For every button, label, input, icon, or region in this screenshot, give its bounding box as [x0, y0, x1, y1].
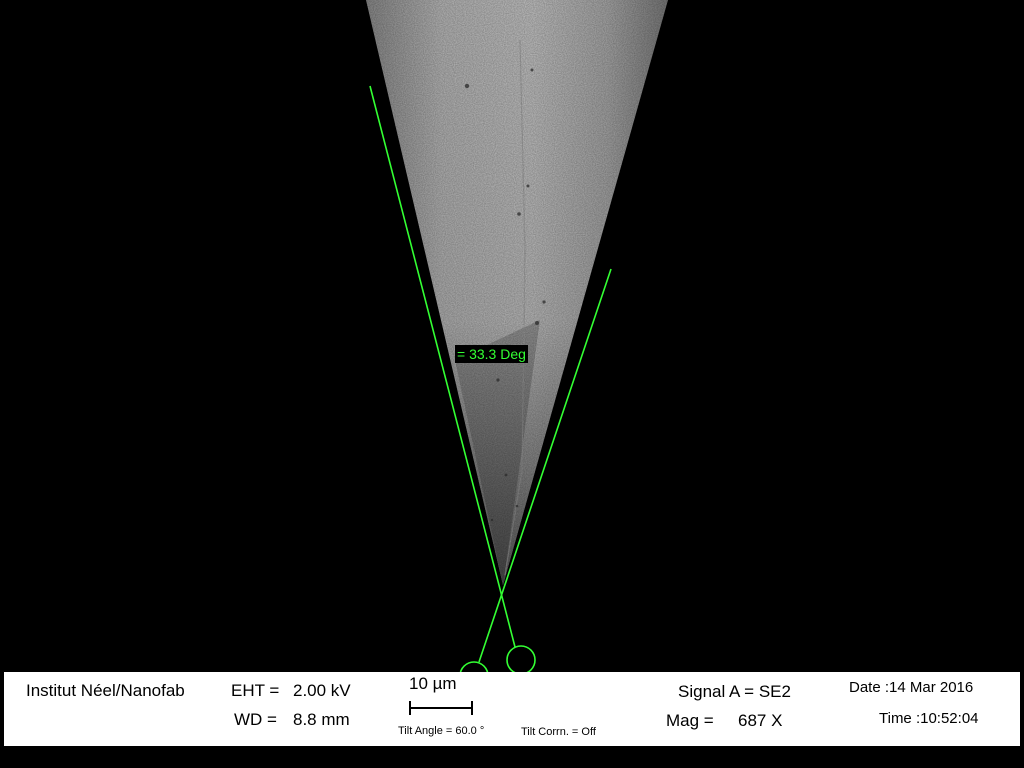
- scale-bar-label: 10 µm: [409, 674, 457, 693]
- angle-measurement-label: = 33.3 Deg: [455, 345, 528, 363]
- scale-bar: [409, 701, 473, 715]
- date-label: Date :14 Mar 2016: [849, 679, 974, 696]
- sem-micrograph: [366, 0, 668, 585]
- sem-info-bar: Institut Néel/Nanofab EHT = 2.00 kV WD =…: [4, 672, 1020, 746]
- institute-label: Institut Néel/Nanofab: [26, 681, 185, 700]
- magnification-value: 687 X: [738, 711, 783, 730]
- eht-value: 2.00 kV: [293, 681, 351, 700]
- tilt-correction-label: Tilt Corrn. = Off: [521, 726, 596, 738]
- eht-label: EHT =: [231, 681, 280, 700]
- wd-value: 8.8 mm: [293, 710, 350, 729]
- time-label: Time :10:52:04: [879, 710, 979, 727]
- signal-label: Signal A = SE2: [678, 682, 791, 701]
- wd-label: WD =: [234, 710, 277, 729]
- magnification-label: Mag =: [666, 711, 714, 730]
- tilt-angle-label: Tilt Angle = 60.0 °: [398, 725, 485, 737]
